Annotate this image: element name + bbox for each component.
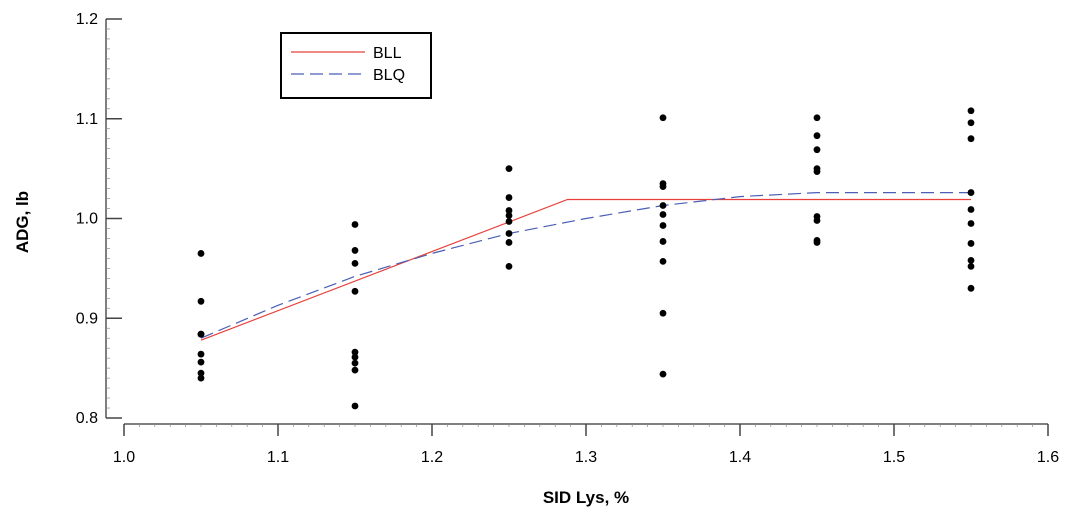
scatter-point	[351, 359, 359, 367]
scatter-point	[967, 107, 975, 115]
y-tick-label: 1.0	[76, 211, 98, 228]
scatter-point	[813, 239, 821, 246]
scatter-point	[659, 370, 667, 378]
series-lines	[200, 192, 971, 341]
scatter-point	[505, 194, 513, 201]
scatter-point	[505, 218, 513, 225]
scatter-point	[967, 240, 975, 247]
scatter-point	[659, 211, 667, 218]
y-tick-label: 0.8	[76, 410, 98, 427]
legend-box	[280, 32, 432, 99]
scatter-point	[351, 366, 359, 374]
scatter-point	[813, 217, 821, 224]
scatter-point	[505, 262, 513, 270]
scatter-point	[197, 369, 205, 377]
scatter-point	[351, 247, 359, 254]
scatter-point	[967, 119, 975, 127]
x-tick-label: 1.5	[883, 449, 905, 466]
scatter-point	[197, 374, 205, 382]
scatter-point	[197, 350, 205, 358]
scatter-point	[197, 297, 205, 305]
scatter-point	[967, 206, 975, 213]
scatter-point	[505, 239, 513, 246]
scatter-point	[967, 189, 975, 196]
y-axis-title: ADG, lb	[13, 191, 32, 253]
scatter-point	[351, 259, 359, 267]
x-tick-label: 1.3	[575, 449, 597, 466]
scatter-point	[967, 262, 975, 270]
y-tick-label: 0.9	[76, 310, 98, 327]
y-tick-label: 1.2	[76, 11, 98, 28]
scatter-point	[813, 146, 821, 154]
scatter-point	[659, 183, 667, 190]
scatter-point	[197, 330, 205, 338]
scatter-point	[659, 114, 667, 122]
scatter-point	[197, 250, 205, 257]
scatter-point	[967, 220, 975, 227]
scatter-point	[351, 221, 359, 228]
axes: 0.8 0.9 1.0 1.1 1.2 1.0 1.1 1.2 1.3 1.4 1.5 1.6	[76, 11, 1059, 466]
scatter-point	[659, 202, 667, 209]
x-tick-label: 1.4	[729, 449, 751, 466]
x-tick-label: 1.0	[113, 449, 135, 466]
scatter-point	[967, 135, 975, 143]
x-tick-label: 1.6	[1037, 449, 1059, 466]
scatter-point	[813, 132, 821, 140]
scatter-point	[967, 256, 975, 264]
scatter-point	[505, 165, 513, 173]
y-tick-label: 1.1	[76, 111, 98, 128]
legend-label-bll: BLL	[373, 45, 402, 62]
series-line-bll	[200, 198, 971, 341]
scatter-point	[659, 222, 667, 229]
scatter-point	[505, 207, 513, 214]
x-tick-label: 1.1	[267, 449, 289, 466]
x-axis-title: SID Lys, %	[543, 488, 629, 507]
data-points	[197, 107, 975, 410]
scatter-point	[659, 309, 667, 317]
scatter-point	[967, 284, 975, 292]
scatter-point	[813, 114, 821, 122]
scatter-point	[197, 358, 205, 366]
scatter-point	[351, 287, 359, 295]
scatter-point	[351, 353, 359, 361]
scatter-point	[659, 238, 667, 245]
scatter-point	[505, 230, 513, 237]
scatter-point	[659, 257, 667, 265]
series-line-blq	[200, 192, 971, 339]
legend: BLL BLQ	[280, 32, 432, 99]
scatter-point	[351, 402, 359, 410]
scatter-point	[505, 212, 513, 219]
legend-label-blq: BLQ	[373, 67, 405, 84]
scatter-point	[351, 348, 359, 356]
scatter-point	[813, 168, 821, 176]
x-tick-label: 1.2	[421, 449, 443, 466]
